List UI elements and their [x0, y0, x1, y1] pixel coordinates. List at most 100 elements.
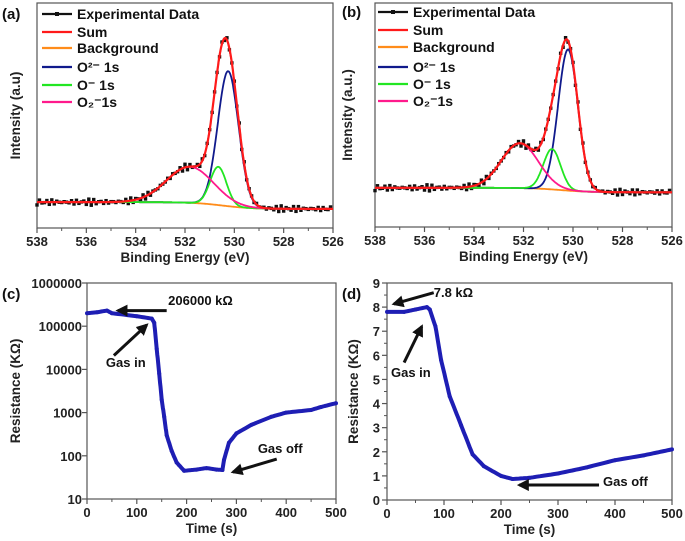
resistance-data-point [174, 460, 179, 465]
legend-entry: Experimental Data [77, 6, 199, 22]
x-tick-label: 100 [433, 506, 455, 521]
experimental-data-point [610, 191, 615, 196]
annotation-arrow [391, 291, 435, 308]
experimental-data-point [69, 199, 74, 203]
resistance-data-point [157, 371, 162, 376]
legend-marker [391, 10, 395, 14]
experimental-data-point [138, 197, 143, 202]
y-tick-label: 1000 [53, 406, 82, 421]
experimental-data-point [412, 184, 417, 188]
resistance-data-point [164, 433, 169, 438]
x-tick-label: 400 [604, 506, 626, 521]
experimental-data-point [47, 202, 52, 207]
experimental-data-point [660, 189, 664, 193]
legend-entry: O²⁻ 1s [413, 59, 456, 75]
experimental-data-point [482, 181, 486, 186]
experimental-data-point [72, 202, 76, 206]
x-tick-label: 532 [513, 233, 535, 248]
panel-label: (a) [2, 6, 20, 23]
resistance-data-point [319, 404, 324, 409]
experimental-data-point [195, 162, 200, 167]
y-tick-label: 0 [373, 493, 380, 508]
y-axis-label: Intensity (a.u.) [340, 69, 355, 161]
experimental-data-point [655, 189, 659, 193]
x-tick-label: 534 [125, 234, 147, 249]
x-tick-label: 400 [275, 505, 297, 520]
annotation-label: 7.8 kΩ [434, 285, 473, 300]
experimental-data-point [383, 184, 387, 188]
resistance-data-point [154, 346, 159, 351]
resistance-data-point [234, 431, 239, 436]
resistance-data-point [220, 467, 225, 472]
y-tick-label: 10 [68, 492, 82, 507]
y-tick-label: 7 [373, 324, 380, 339]
experimental-data-point [124, 197, 128, 202]
resistance-data-point [226, 440, 231, 445]
x-tick-label: 536 [75, 234, 97, 249]
experimental-data-point [487, 176, 491, 181]
experimental-data-point [225, 36, 229, 40]
resistance-data-point [556, 471, 560, 476]
resistance-data-point [104, 308, 109, 313]
x-tick-label: 538 [364, 233, 386, 248]
y-tick-label: 4 [373, 397, 381, 412]
experimental-data-point [45, 198, 49, 203]
experimental-data-point [422, 188, 427, 192]
sum-line [37, 36, 333, 210]
experimental-data-point [289, 208, 293, 212]
y-tick-label: 5 [373, 372, 380, 387]
resistance-data-point [433, 324, 438, 329]
x-tick-label: 538 [26, 234, 48, 249]
annotation-arrow [230, 457, 278, 476]
experimental-data-point [534, 146, 538, 151]
x-tick-label: 100 [126, 505, 148, 520]
experimental-data-point [467, 182, 471, 186]
resistance-data-point [134, 314, 139, 319]
experimental-data-point [521, 139, 526, 143]
experimental-data-point [615, 193, 620, 197]
resistance-data-point [169, 448, 174, 453]
x-tick-label: 530 [223, 234, 245, 249]
panel-label: (b) [342, 4, 361, 21]
y-tick-label: 1000000 [31, 276, 82, 291]
experimental-data-point [141, 193, 145, 197]
chart-panel-a: (a) 538 536 534 532 530 528 526 Binding Energy (… [2, 2, 344, 265]
resistance-data-point [499, 473, 503, 478]
experimental-data-point [633, 193, 637, 197]
experimental-data-point [442, 184, 446, 189]
x-tick-label: 532 [174, 234, 196, 249]
experimental-data-point [613, 188, 617, 192]
annotation-arrow [112, 323, 149, 357]
experimental-data-point [37, 198, 42, 202]
y-tick-label: 100000 [39, 319, 82, 334]
experimental-data-point [477, 183, 481, 187]
x-axis-label: Binding Energy (eV) [459, 249, 588, 264]
experimental-data-point [410, 187, 414, 192]
resistance-curve [86, 308, 337, 473]
legend-entry: Sum [77, 24, 107, 40]
chart-panel-d: (d) 0 100 200 300 400 500 0 1 2 3 4 5 6 7 8 9 Time (s) Res… [342, 276, 683, 537]
x-tick-label: 528 [612, 233, 634, 248]
y-tick-label: 8 [373, 300, 380, 315]
x-tick-label: 536 [414, 233, 436, 248]
experimental-data-point [628, 191, 632, 196]
experimental-data-point [526, 143, 531, 147]
legend-entry: Background [77, 40, 159, 56]
legend-entry: O₂⁻1s [413, 93, 453, 109]
experimental-data-point [375, 184, 380, 188]
legend-entry: Background [413, 39, 495, 55]
x-tick-label: 528 [273, 234, 295, 249]
x-tick-label: 0 [83, 505, 90, 520]
experimental-data-point [623, 189, 627, 193]
resistance-data-point [670, 447, 674, 452]
experimental-data-point [274, 204, 278, 209]
resistance-data-point [204, 466, 209, 471]
resistance-data-point [402, 309, 407, 314]
resistance-data-point [459, 423, 464, 428]
resistance-data-point [413, 307, 418, 312]
resistance-data-point [424, 305, 429, 310]
experimental-data-point [52, 202, 56, 206]
experimental-data-point [479, 178, 484, 182]
experimental-data-point [148, 193, 153, 197]
